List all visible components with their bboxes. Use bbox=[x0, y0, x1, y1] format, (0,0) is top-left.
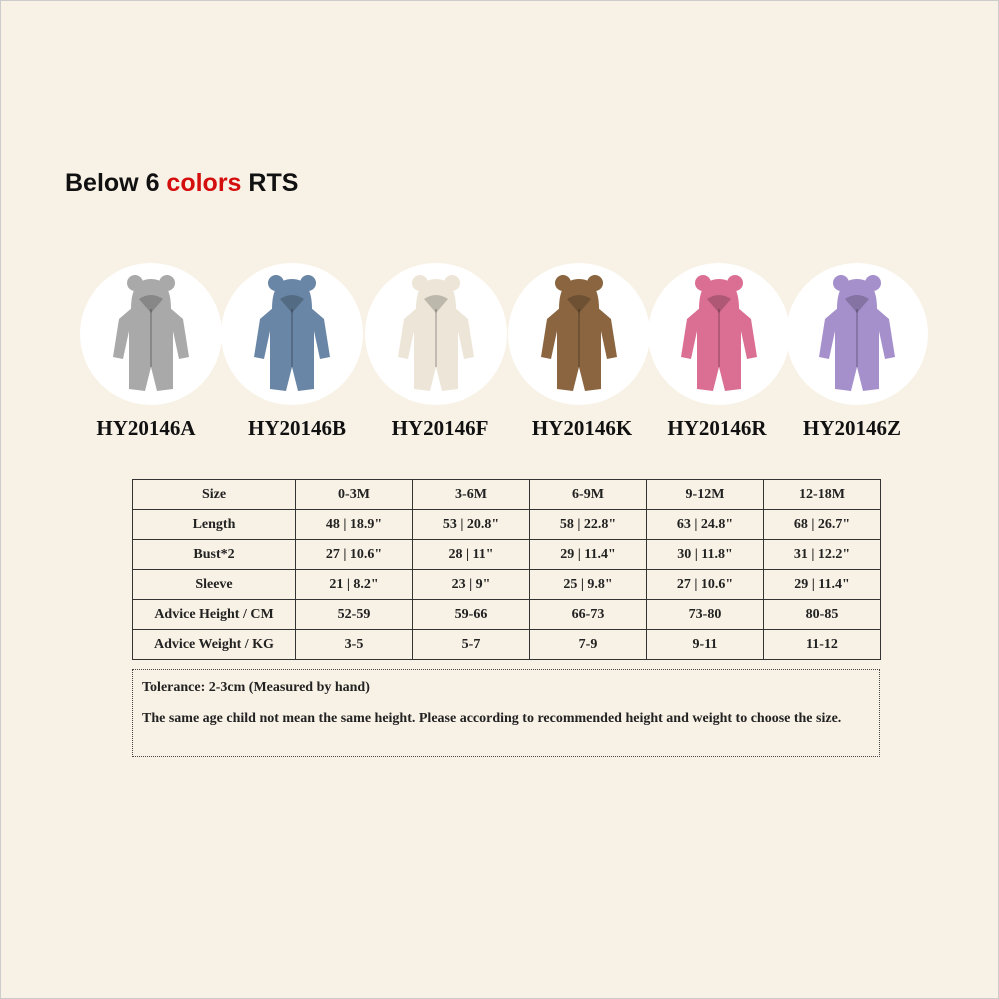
table-cell: 52-59 bbox=[295, 599, 413, 630]
headline: Below 6 colors RTS bbox=[65, 169, 298, 198]
row-header: Bust*2 bbox=[132, 539, 296, 570]
table-row: Bust*2 27 | 10.6" 28 | 11" 29 | 11.4" 30 | 1… bbox=[132, 539, 881, 570]
product-image bbox=[786, 263, 928, 405]
product-code: HY20146A bbox=[96, 416, 196, 440]
size-advice-note: The same age child not mean the same hei… bbox=[142, 711, 842, 726]
romper-icon bbox=[254, 275, 330, 391]
product-code: HY20146Z bbox=[802, 416, 901, 440]
table-cell: 0-3M bbox=[295, 479, 413, 510]
table-cell: 21 | 8.2" bbox=[295, 569, 413, 600]
table-cell: 12-18M bbox=[763, 479, 881, 510]
table-cell: 6-9M bbox=[529, 479, 647, 510]
table-cell: 48 | 18.9" bbox=[295, 509, 413, 540]
table-row: Size 0-3M 3-6M 6-9M 9-12M 12-18M bbox=[132, 479, 881, 510]
table-cell: 5-7 bbox=[412, 629, 530, 660]
table-cell: 66-73 bbox=[529, 599, 647, 630]
romper-icon bbox=[681, 275, 757, 391]
table-cell: 11-12 bbox=[763, 629, 881, 660]
romper-icon bbox=[541, 275, 617, 391]
table-cell: 80-85 bbox=[763, 599, 881, 630]
table-cell: 73-80 bbox=[646, 599, 764, 630]
table-cell: 9-11 bbox=[646, 629, 764, 660]
headline-prefix: Below 6 bbox=[65, 169, 167, 197]
table-cell: 7-9 bbox=[529, 629, 647, 660]
headline-highlight: colors bbox=[166, 169, 242, 197]
table-cell: 27 | 10.6" bbox=[646, 569, 764, 600]
table-cell: 3-6M bbox=[412, 479, 530, 510]
tolerance-note: Tolerance: 2-3cm (Measured by hand) bbox=[142, 680, 370, 695]
table-cell: 53 | 20.8" bbox=[412, 509, 530, 540]
table-row: Sleeve 21 | 8.2" 23 | 9" 25 | 9.8" 27 | 10.6… bbox=[132, 569, 881, 600]
table-row: Advice Weight / KG 3-5 5-7 7-9 9-11 11-12 bbox=[132, 629, 881, 660]
row-header: Sleeve bbox=[132, 569, 296, 600]
product-code: HY20146R bbox=[667, 416, 767, 440]
row-header: Size bbox=[132, 479, 296, 510]
product-code: HY20146K bbox=[531, 416, 633, 440]
table-cell: 30 | 11.8" bbox=[646, 539, 764, 570]
notes-box: Tolerance: 2-3cm (Measured by hand) The … bbox=[132, 669, 880, 757]
table-cell: 25 | 9.8" bbox=[529, 569, 647, 600]
romper-icon bbox=[113, 275, 189, 391]
product-image bbox=[508, 263, 650, 405]
product-image bbox=[648, 263, 790, 405]
headline-suffix: RTS bbox=[241, 169, 299, 197]
table-cell: 9-12M bbox=[646, 479, 764, 510]
product-image bbox=[221, 263, 363, 405]
table-cell: 28 | 11" bbox=[412, 539, 530, 570]
row-header: Advice Height / CM bbox=[132, 599, 296, 630]
romper-icon bbox=[819, 275, 895, 391]
row-header: Length bbox=[132, 509, 296, 540]
table-cell: 31 | 12.2" bbox=[763, 539, 881, 570]
product-image bbox=[365, 263, 507, 405]
table-cell: 63 | 24.8" bbox=[646, 509, 764, 540]
table-cell: 58 | 22.8" bbox=[529, 509, 647, 540]
product-code: HY20146F bbox=[391, 416, 489, 440]
table-cell: 29 | 11.4" bbox=[529, 539, 647, 570]
table-cell: 68 | 26.7" bbox=[763, 509, 881, 540]
romper-icon bbox=[398, 275, 474, 391]
size-table: Size 0-3M 3-6M 6-9M 9-12M 12-18M Length 48 | 18… bbox=[132, 479, 881, 660]
row-header: Advice Weight / KG bbox=[132, 629, 296, 660]
table-cell: 29 | 11.4" bbox=[763, 569, 881, 600]
product-code: HY20146B bbox=[247, 416, 346, 440]
table-cell: 27 | 10.6" bbox=[295, 539, 413, 570]
product-image bbox=[80, 263, 222, 405]
table-cell: 3-5 bbox=[295, 629, 413, 660]
table-row: Length 48 | 18.9" 53 | 20.8" 58 | 22.8" 63 |… bbox=[132, 509, 881, 540]
table-row: Advice Height / CM 52-59 59-66 66-73 73-80 80… bbox=[132, 599, 881, 630]
table-cell: 59-66 bbox=[412, 599, 530, 630]
table-cell: 23 | 9" bbox=[412, 569, 530, 600]
